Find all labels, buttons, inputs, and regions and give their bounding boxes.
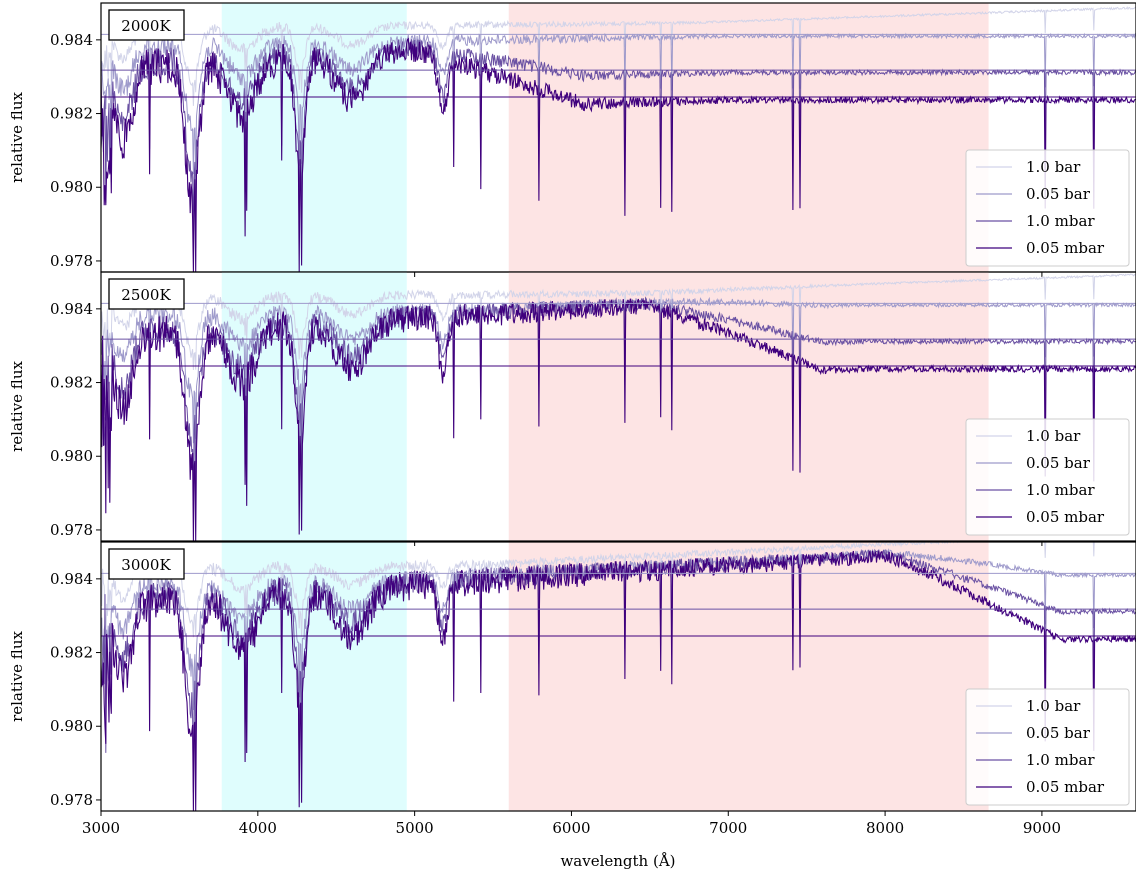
y-tick-label: 0.984 (50, 31, 93, 49)
plot-area (101, 542, 1136, 811)
x-axis-label: wavelength (Å) (560, 852, 675, 870)
shaded-band-1 (508, 542, 989, 811)
temperature-label: 2500K (108, 278, 185, 310)
series-0-05-bar (101, 296, 1136, 444)
y-tick-label: 0.980 (50, 717, 93, 735)
panel-2000K: 0.978 0.980 0.982 0.984 relative flux 2000K 1.… (8, 2, 1136, 277)
y-tick-label: 0.982 (50, 644, 93, 662)
legend-entry: 1.0 bar (1026, 158, 1081, 176)
series-1-0-mbar (101, 296, 1136, 513)
x-tick-label: 8000 (866, 819, 904, 837)
legend: 1.0 bar 0.05 bar 1.0 mbar 0.05 mbar (965, 688, 1130, 806)
legend-entry: 0.05 bar (1026, 185, 1091, 203)
y-tick-label: 0.980 (50, 447, 93, 465)
legend-entry: 1.0 mbar (1026, 751, 1095, 769)
y-tick-label: 0.980 (50, 178, 93, 196)
legend-entry: 0.05 mbar (1026, 508, 1105, 526)
panel-2500K: 0.978 0.980 0.982 0.984 relative flux 2500K 1.… (8, 271, 1136, 546)
legend-entry: 0.05 mbar (1026, 239, 1105, 257)
y-axis-label: relative flux (8, 361, 26, 452)
legend: 1.0 bar 0.05 bar 1.0 mbar 0.05 mbar (965, 149, 1130, 267)
plot-area (101, 3, 1136, 272)
axes-frame (100, 541, 1136, 812)
x-tick-label: 9000 (1023, 819, 1061, 837)
y-tick-label: 0.978 (50, 791, 93, 809)
panels: 0.978 0.980 0.982 0.984 relative flux 2000K 1.… (8, 2, 1136, 837)
temperature-label-text: 2000K (121, 17, 171, 35)
legend-entry: 0.05 bar (1026, 724, 1091, 742)
x-tick-label: 6000 (552, 819, 590, 837)
shaded-band-1 (508, 272, 989, 541)
legend: 1.0 bar 0.05 bar 1.0 mbar 0.05 mbar (965, 418, 1130, 536)
temperature-label: 3000K (108, 548, 185, 580)
y-tick-label: 0.984 (50, 300, 93, 318)
temperature-label-text: 3000K (121, 556, 171, 574)
series-1-0-bar (101, 542, 1095, 643)
y-tick-label: 0.984 (50, 570, 93, 588)
series-1-0-bar (101, 273, 1136, 371)
y-tick-label: 0.978 (50, 521, 93, 539)
series-1-0-mbar (101, 39, 1136, 249)
legend-entry: 0.05 bar (1026, 454, 1091, 472)
y-tick-label: 0.982 (50, 105, 93, 123)
series-0-05-mbar (101, 550, 1136, 811)
axes-frame (100, 271, 1136, 542)
shaded-band-0 (221, 272, 407, 541)
plot-area (101, 272, 1136, 541)
legend-entry: 1.0 bar (1026, 427, 1081, 445)
shaded-band-1 (508, 3, 989, 272)
y-tick-label: 0.982 (50, 374, 93, 392)
x-tick-label: 5000 (396, 819, 434, 837)
legend-entry: 0.05 mbar (1026, 778, 1105, 796)
panel-3000K: 0.978 0.980 0.982 0.984 3000 4000 5000 6000 7000… (8, 541, 1136, 837)
x-tick-label: 7000 (709, 819, 747, 837)
y-axis-label: relative flux (8, 92, 26, 183)
series-0-05-bar (101, 32, 1136, 177)
series-0-05-mbar (101, 37, 1136, 272)
temperature-label: 2000K (108, 9, 185, 41)
legend-entry: 1.0 bar (1026, 697, 1081, 715)
y-tick-label: 0.978 (50, 252, 93, 270)
series-1-0-bar (101, 6, 1136, 106)
x-tick-label: 3000 (82, 819, 120, 837)
temperature-label-text: 2500K (121, 286, 171, 304)
legend-entry: 1.0 mbar (1026, 212, 1095, 230)
x-tick-label: 4000 (239, 819, 277, 837)
y-axis-label: relative flux (8, 631, 26, 722)
series-0-05-mbar (101, 298, 1136, 541)
legend-entry: 1.0 mbar (1026, 481, 1095, 499)
